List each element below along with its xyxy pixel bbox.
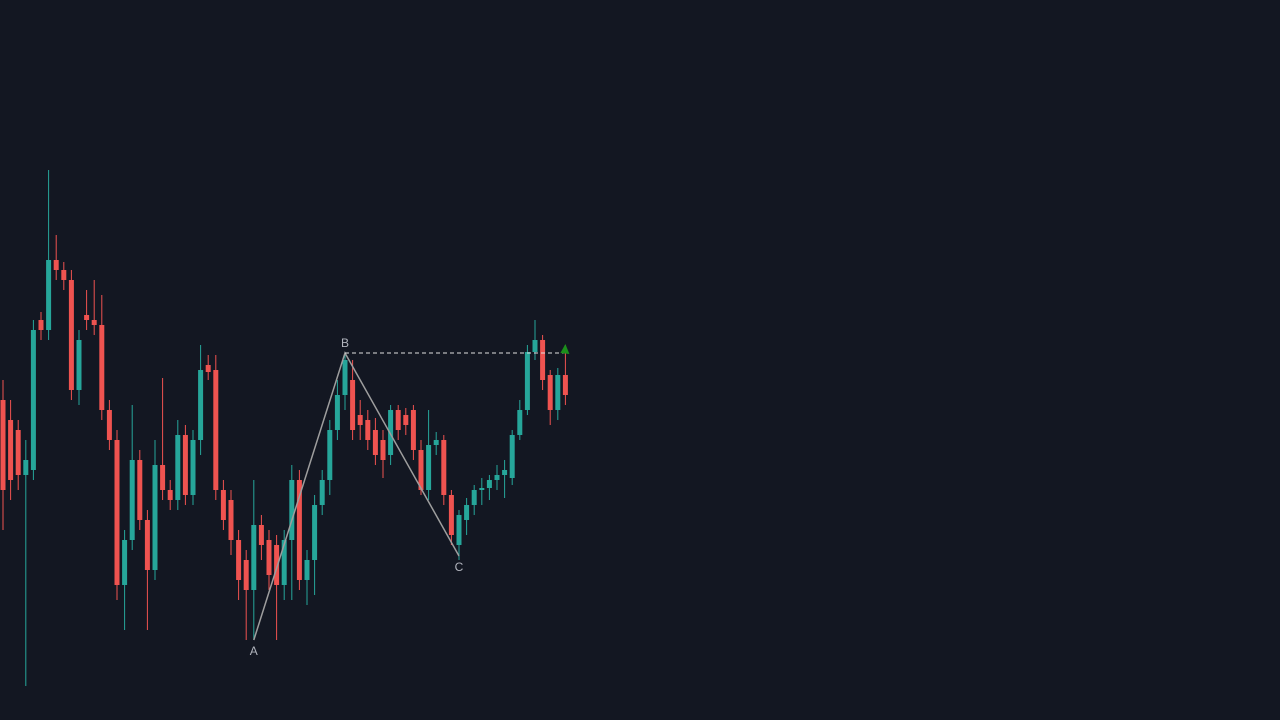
candle-body — [304, 560, 310, 580]
candle-body — [228, 500, 234, 540]
candle-body — [433, 440, 439, 445]
candle-body — [471, 490, 477, 505]
candle-body — [167, 490, 173, 500]
candle-body — [258, 525, 264, 545]
candle-body — [357, 415, 363, 425]
candle-body — [426, 445, 432, 490]
candle-body — [540, 340, 546, 380]
candle-body — [403, 415, 409, 425]
candle-body — [296, 480, 302, 580]
candle-body — [372, 430, 378, 455]
pattern-label: A — [250, 644, 258, 658]
candle-body — [251, 525, 257, 590]
candle-body — [524, 352, 530, 410]
candle-body — [448, 495, 454, 535]
candle-body — [327, 430, 333, 480]
candle-body — [274, 545, 280, 585]
candles — [0, 170, 568, 686]
candle-body — [319, 480, 325, 505]
candle-body — [486, 480, 492, 488]
candle-body — [562, 375, 568, 395]
candle-body — [365, 420, 371, 440]
candle-body — [213, 370, 219, 490]
candle-body — [152, 465, 158, 570]
candle-body — [266, 540, 272, 575]
candle-body — [198, 370, 204, 440]
candle-body — [236, 540, 242, 580]
candle-body — [190, 440, 196, 495]
candle-body — [122, 540, 128, 585]
pattern-label: B — [341, 336, 349, 350]
candle-body — [53, 260, 59, 270]
candle-body — [15, 430, 21, 475]
candle-body — [160, 465, 166, 490]
candle-body — [281, 540, 287, 585]
candle-body — [532, 340, 538, 352]
candle-body — [464, 505, 470, 520]
candle-body — [0, 400, 6, 490]
candle-body — [456, 515, 462, 545]
candle-body — [129, 460, 135, 540]
candle-body — [84, 315, 90, 320]
candle-body — [30, 330, 36, 470]
candle-body — [441, 440, 447, 495]
candle-body — [418, 450, 424, 490]
pattern-label: C — [455, 560, 464, 574]
candle-body — [137, 460, 143, 520]
candle-body — [91, 320, 97, 325]
candle-body — [144, 520, 150, 570]
candle-body — [68, 280, 74, 390]
candle-body — [205, 365, 211, 372]
pattern: A B C — [250, 336, 570, 658]
candle-body — [243, 560, 249, 590]
candle-body — [289, 480, 295, 540]
candle-body — [38, 320, 44, 330]
candle-body — [502, 470, 508, 475]
candle-body — [509, 435, 515, 478]
candle-body — [350, 380, 356, 430]
candle-body — [555, 375, 561, 410]
candle-body — [410, 410, 416, 450]
candle-body — [479, 488, 485, 490]
candle-body — [312, 505, 318, 560]
candle-body — [23, 460, 29, 475]
candle-body — [114, 440, 120, 585]
candle-body — [388, 410, 394, 455]
candle-body — [517, 410, 523, 435]
candle-body — [547, 375, 553, 410]
candle-body — [175, 435, 181, 500]
candle-body — [8, 420, 14, 480]
candle-body — [46, 260, 52, 330]
candle-body — [380, 440, 386, 460]
signal-arrow — [560, 344, 570, 354]
candle-body — [76, 340, 82, 390]
candle-body — [61, 270, 67, 280]
candle-body — [334, 395, 340, 430]
candle-body — [106, 410, 112, 440]
candle-body — [494, 475, 500, 480]
candle-body — [182, 435, 188, 495]
candle-body — [395, 410, 401, 430]
candle-body — [342, 360, 348, 395]
candle-body — [220, 490, 226, 520]
candle-body — [99, 325, 105, 410]
